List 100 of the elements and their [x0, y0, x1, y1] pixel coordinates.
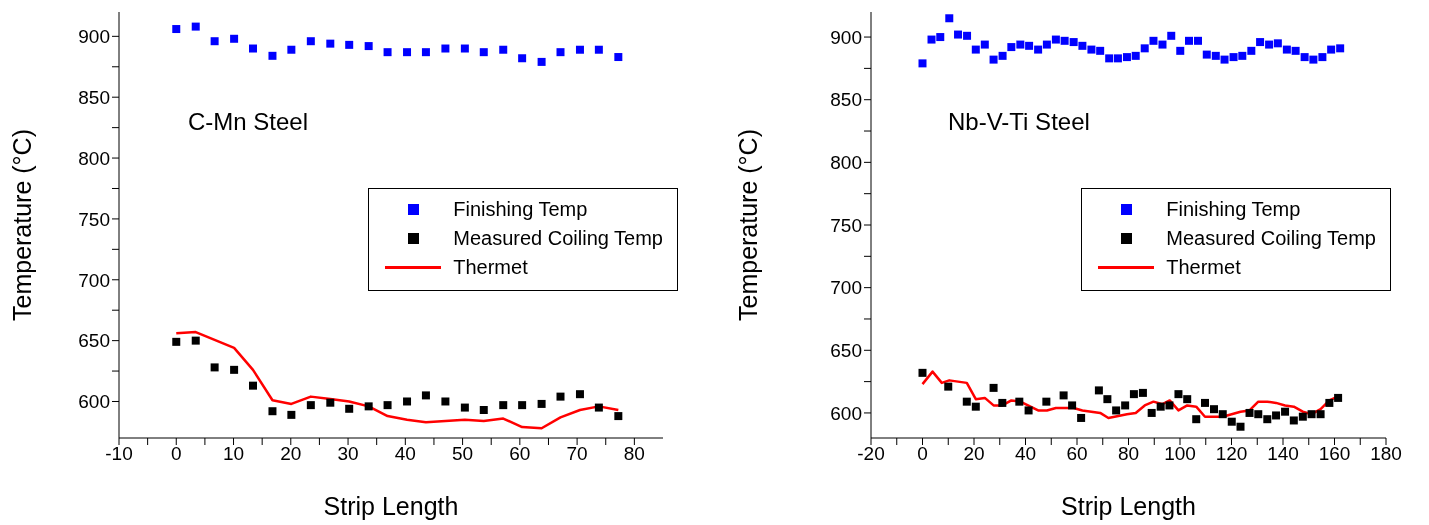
point — [537, 57, 546, 66]
point — [345, 404, 354, 413]
point — [1069, 38, 1078, 47]
y-tick-label: 850 — [830, 89, 862, 111]
x-tick-label: 0 — [170, 443, 182, 465]
y-tick-label: 700 — [830, 277, 862, 299]
point — [172, 337, 181, 346]
point — [1291, 46, 1300, 55]
point — [1015, 397, 1024, 406]
point — [1129, 390, 1138, 399]
x-tick-label: 40 — [394, 443, 416, 465]
point — [1068, 401, 1077, 410]
point — [954, 30, 963, 39]
point — [1158, 40, 1167, 49]
x-tick-label: -20 — [857, 443, 885, 465]
y-tick-label: 750 — [830, 214, 862, 236]
point — [460, 44, 469, 53]
point — [460, 403, 469, 412]
point — [441, 397, 450, 406]
point — [1174, 390, 1183, 399]
point — [1042, 40, 1051, 49]
point — [1273, 39, 1282, 48]
point — [1078, 41, 1087, 50]
point — [1096, 46, 1105, 55]
point — [326, 398, 335, 407]
point — [1087, 45, 1096, 54]
point — [191, 22, 200, 31]
point — [1202, 50, 1211, 59]
x-tick-label: 180 — [1370, 443, 1402, 465]
point — [1247, 46, 1256, 55]
point — [594, 403, 603, 412]
point — [945, 14, 954, 23]
y-tick-label: 850 — [78, 86, 110, 108]
point — [230, 365, 239, 374]
point — [1185, 36, 1194, 45]
point — [1281, 407, 1290, 416]
x-tick-label: 80 — [1117, 443, 1140, 465]
point — [403, 397, 412, 406]
point — [1265, 40, 1274, 49]
point — [1077, 413, 1086, 422]
point — [989, 383, 998, 392]
point — [1194, 36, 1203, 45]
point — [1112, 406, 1121, 415]
point — [1227, 417, 1236, 426]
y-tick-label: 900 — [78, 26, 110, 48]
point — [249, 44, 257, 53]
legend-label: Thermet — [453, 256, 528, 279]
point — [479, 406, 488, 415]
point — [1298, 412, 1307, 421]
y-tick-label: 600 — [78, 391, 110, 413]
point — [971, 45, 980, 54]
point — [364, 402, 373, 411]
x-tick-label: 0 — [917, 443, 928, 465]
point — [1113, 54, 1122, 63]
x-tick-label: 20 — [963, 443, 985, 465]
point — [191, 336, 200, 345]
point — [306, 37, 315, 46]
point — [936, 33, 945, 42]
legend-label: Measured Coiling Temp — [1166, 227, 1376, 250]
point — [1149, 36, 1158, 45]
point — [1327, 45, 1336, 54]
point — [1236, 422, 1245, 431]
annotation: Nb-V-Ti Steel — [948, 108, 1090, 136]
y-axis-title: Temperature (°C) — [733, 129, 762, 321]
point — [1147, 408, 1156, 417]
point — [963, 31, 972, 40]
legend-label: Finishing Temp — [1166, 198, 1301, 221]
point — [172, 25, 181, 34]
point — [1165, 401, 1174, 410]
point — [1229, 53, 1238, 62]
point — [1200, 398, 1209, 407]
point — [268, 407, 277, 416]
point — [518, 54, 527, 63]
point — [1218, 410, 1227, 419]
point — [1051, 35, 1060, 44]
point — [1059, 391, 1068, 400]
point — [1272, 411, 1281, 420]
y-tick-label: 600 — [830, 402, 862, 424]
x-tick-label: 100 — [1164, 443, 1196, 465]
point — [1007, 43, 1016, 52]
point — [1263, 415, 1272, 424]
point — [1167, 31, 1176, 40]
point — [1176, 46, 1185, 55]
x-tick-label: 140 — [1267, 443, 1299, 465]
x-tick-label: 70 — [566, 443, 588, 465]
y-tick-label: 650 — [830, 340, 862, 362]
point — [980, 40, 989, 49]
point — [306, 401, 315, 410]
x-tick-label: 40 — [1014, 443, 1037, 465]
point — [1025, 41, 1034, 50]
point — [962, 397, 971, 406]
point — [1121, 401, 1130, 410]
point — [537, 399, 546, 408]
point — [971, 402, 980, 411]
point — [1156, 402, 1165, 411]
point — [268, 51, 277, 60]
point — [1183, 395, 1192, 404]
x-tick-label: 120 — [1215, 443, 1248, 465]
x-axis-title: Strip Length — [1061, 492, 1196, 520]
point — [1254, 410, 1263, 419]
